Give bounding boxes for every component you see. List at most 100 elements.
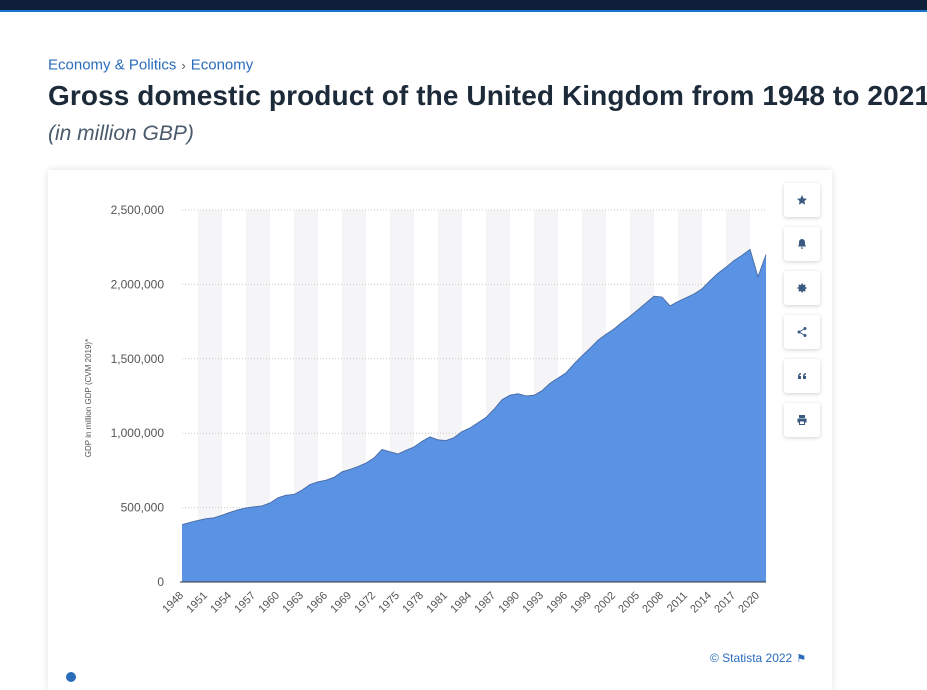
data-point [389,451,391,453]
x-tick-label: 2008 [640,590,666,616]
data-point [181,524,183,526]
x-tick-label: 1948 [160,590,186,616]
data-point [197,519,199,521]
data-point [381,448,383,450]
flag-icon: ⚑ [796,653,807,665]
x-tick-label: 2005 [616,590,642,616]
x-tick-label: 1993 [520,590,546,616]
data-point [325,479,327,481]
data-point [517,393,519,395]
gdp-series-line [181,248,767,526]
y-tick-label: 2,000,000 [111,277,165,291]
data-point [333,476,335,478]
quote-icon [798,373,806,379]
page-title: Gross domestic product of the United Kin… [48,80,927,111]
data-point [309,483,311,485]
data-point [437,439,439,441]
x-tick-label: 1975 [376,590,402,616]
data-point [253,506,255,508]
top-accent-line [0,10,927,12]
print-icon [797,415,807,425]
favorite-button[interactable] [784,183,820,217]
x-tick-label: 1963 [280,590,306,616]
print-button[interactable] [784,403,820,437]
x-tick-label: 2017 [712,590,738,616]
data-point [589,347,591,349]
data-point [229,511,231,513]
data-point [317,481,319,483]
data-point [749,248,751,250]
x-tick-label: 2002 [592,590,618,616]
data-point [301,489,303,491]
gdp-area-chart: 0 500,000 1,000,000 1,500,000 2,000,000 2,500… [111,203,767,616]
data-point [509,394,511,396]
page-subtitle: (in million GBP) [48,122,194,145]
data-point [405,449,407,451]
breadcrumb-economy-politics[interactable]: Economy & Politics [48,56,177,74]
credit-text: © Statista 2022 [710,651,793,665]
y-tick-label: 2,500,000 [111,203,165,217]
statista-credit[interactable]: © Statista 2022 ⚑ [710,651,806,665]
breadcrumb: Economy & Politics › Economy [48,56,253,74]
data-point [285,494,287,496]
data-point [213,517,215,519]
data-point [693,293,695,295]
breadcrumb-economy[interactable]: Economy [190,56,254,74]
y-tick-label: 500,000 [121,501,165,515]
data-point [733,259,735,261]
y-tick-label: 1,000,000 [111,426,165,440]
data-point [597,339,599,341]
data-point [677,300,679,302]
cite-button[interactable] [784,359,820,393]
data-point [525,395,527,397]
info-icon [66,672,76,682]
data-point [341,471,343,473]
data-point [493,408,495,410]
share-icon [797,327,807,337]
data-point [189,521,191,523]
data-point [533,394,535,396]
data-point [605,333,607,335]
data-point [549,382,551,384]
data-point [221,514,223,516]
y-tick-label: 0 [157,575,164,589]
share-button[interactable] [784,315,820,349]
x-tick-label: 1984 [448,590,474,616]
top-navigation-bar [0,0,927,12]
x-tick-label: 2011 [665,590,690,615]
data-point [669,305,671,307]
data-point [237,509,239,511]
data-point [701,288,703,290]
data-point [277,497,279,499]
data-point [245,507,247,509]
data-point [629,315,631,317]
x-tick-label: 2020 [736,590,762,616]
data-point [269,502,271,504]
data-point [373,457,375,459]
data-point [573,363,575,365]
data-point [557,377,559,379]
data-point [741,254,743,256]
data-point [429,436,431,438]
data-point [445,439,447,441]
chart-card: 0 500,000 1,000,000 1,500,000 2,000,000 2,500… [48,170,832,690]
data-point [581,355,583,357]
data-point [205,518,207,520]
data-point [413,446,415,448]
y-tick-label: 1,500,000 [111,352,165,366]
notification-button[interactable] [784,227,820,261]
data-point [661,296,663,298]
x-tick-label: 1960 [256,590,282,616]
x-tick-label: 1951 [184,590,210,616]
x-tick-label: 1969 [328,590,354,616]
data-point [653,295,655,297]
data-point [349,468,351,470]
x-tick-label: 1999 [568,590,594,616]
settings-button[interactable] [784,271,820,305]
gear-icon [797,283,807,293]
x-tick-label: 1987 [472,590,498,616]
data-point [365,462,367,464]
x-tick-label: 1966 [304,590,330,616]
x-tick-label: 1978 [400,590,426,616]
x-tick-label: 2014 [688,590,714,616]
